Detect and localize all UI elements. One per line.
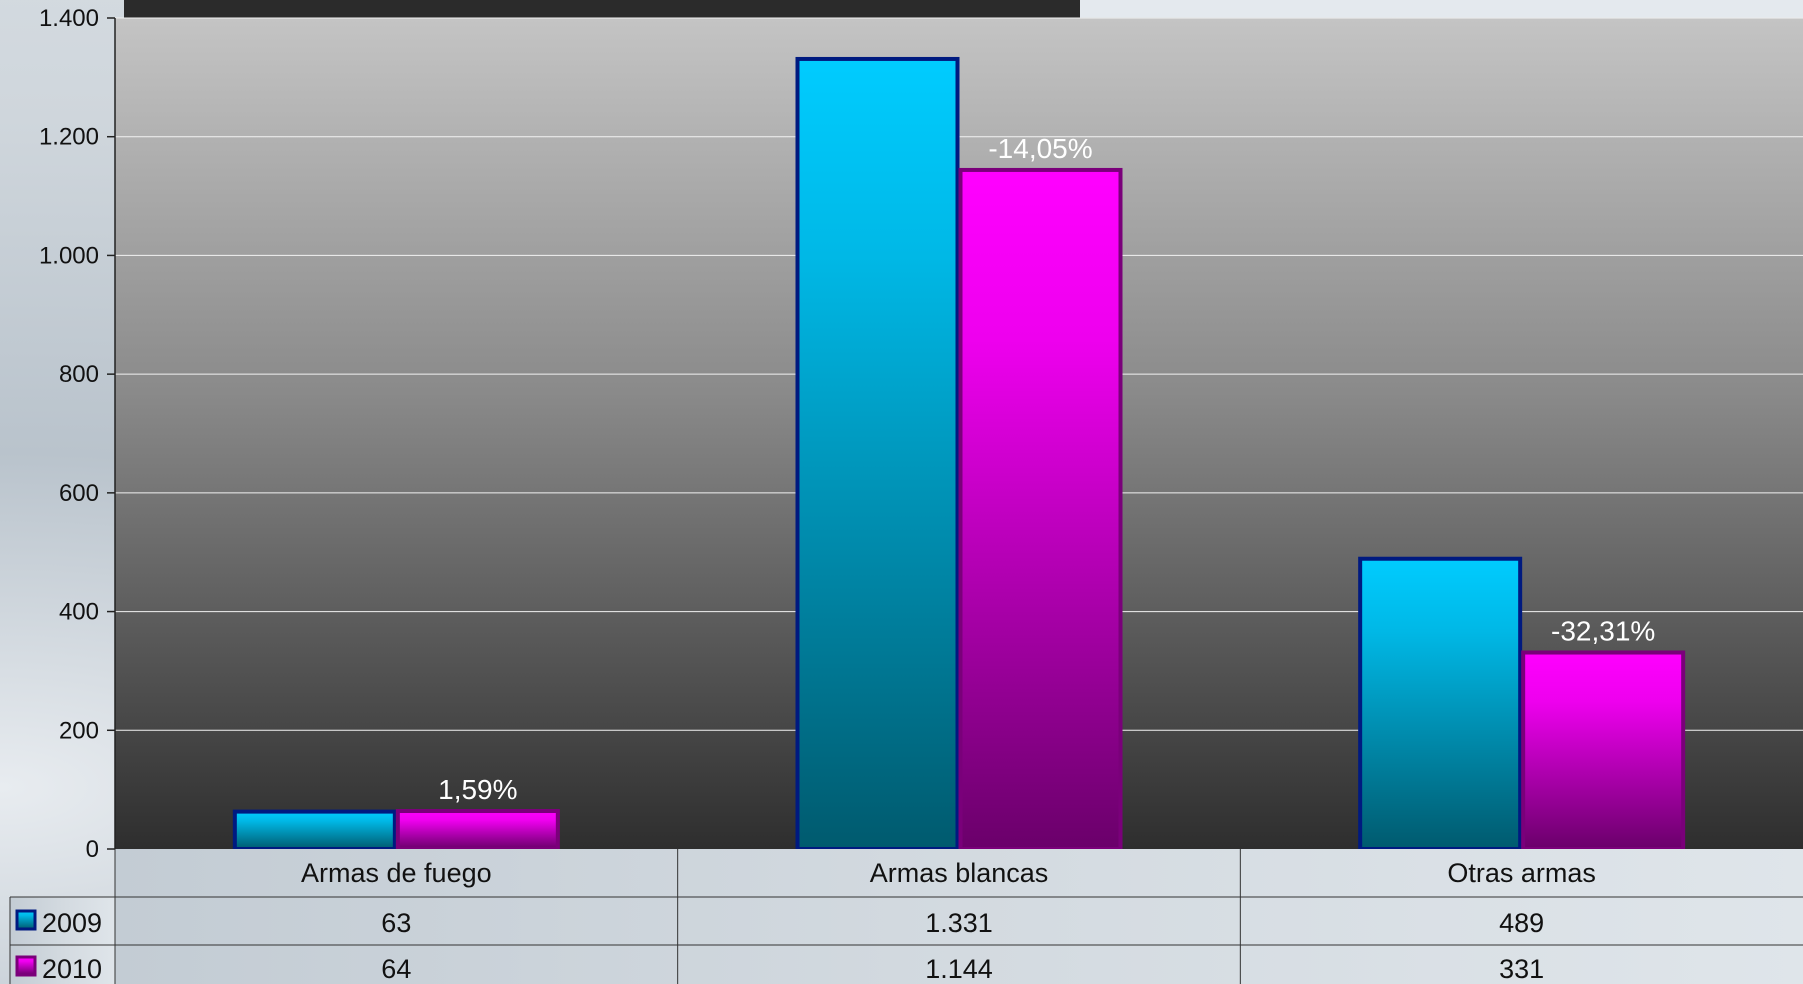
data-labels: 1,59% -14,05% -32,31% xyxy=(438,133,1655,805)
y-axis-ticks: 0 200 400 600 800 1.000 1.200 1.400 xyxy=(39,5,115,863)
data-label: 1,59% xyxy=(438,774,517,805)
table-cell: 1.331 xyxy=(925,908,993,938)
y-tick-label: 800 xyxy=(59,361,99,388)
y-tick-label: 0 xyxy=(86,836,99,863)
table-cell: 63 xyxy=(381,908,411,938)
category-label: Armas de fuego xyxy=(301,858,492,888)
bar-2009-1 xyxy=(795,56,960,852)
y-tick-label: 1.200 xyxy=(39,124,99,151)
table-cell: 64 xyxy=(381,954,411,984)
top-strip xyxy=(938,0,1803,17)
bar-2010-1 xyxy=(958,167,1123,851)
y-tick-label: 1.400 xyxy=(39,5,99,32)
bar-2009-2 xyxy=(1358,556,1523,852)
bar-2010-0 xyxy=(395,809,560,851)
legend-label: 2009 xyxy=(42,908,102,938)
data-label: -14,05% xyxy=(988,133,1092,164)
legend-swatch-2010 xyxy=(15,955,37,977)
legend-swatch-2009 xyxy=(15,909,37,931)
y-tick-label: 600 xyxy=(59,480,99,507)
data-label: -32,31% xyxy=(1551,616,1655,647)
data-table: Armas de fuego Armas blancas Otras armas 20… xyxy=(9,849,1803,984)
table-cell: 331 xyxy=(1499,954,1544,984)
bar-2009-0 xyxy=(232,809,397,851)
data-table-bg xyxy=(115,849,1803,984)
bars xyxy=(232,56,1686,852)
table-cell: 489 xyxy=(1499,908,1544,938)
legend-label: 2010 xyxy=(42,954,102,984)
y-tick-label: 1.000 xyxy=(39,242,99,269)
category-label: Otras armas xyxy=(1447,858,1596,888)
y-tick-label: 200 xyxy=(59,717,99,744)
title-bar xyxy=(124,0,1080,19)
category-label: Armas blancas xyxy=(870,858,1049,888)
y-tick-label: 400 xyxy=(59,599,99,626)
bar-2010-2 xyxy=(1521,650,1686,851)
table-cell: 1.144 xyxy=(925,954,993,984)
